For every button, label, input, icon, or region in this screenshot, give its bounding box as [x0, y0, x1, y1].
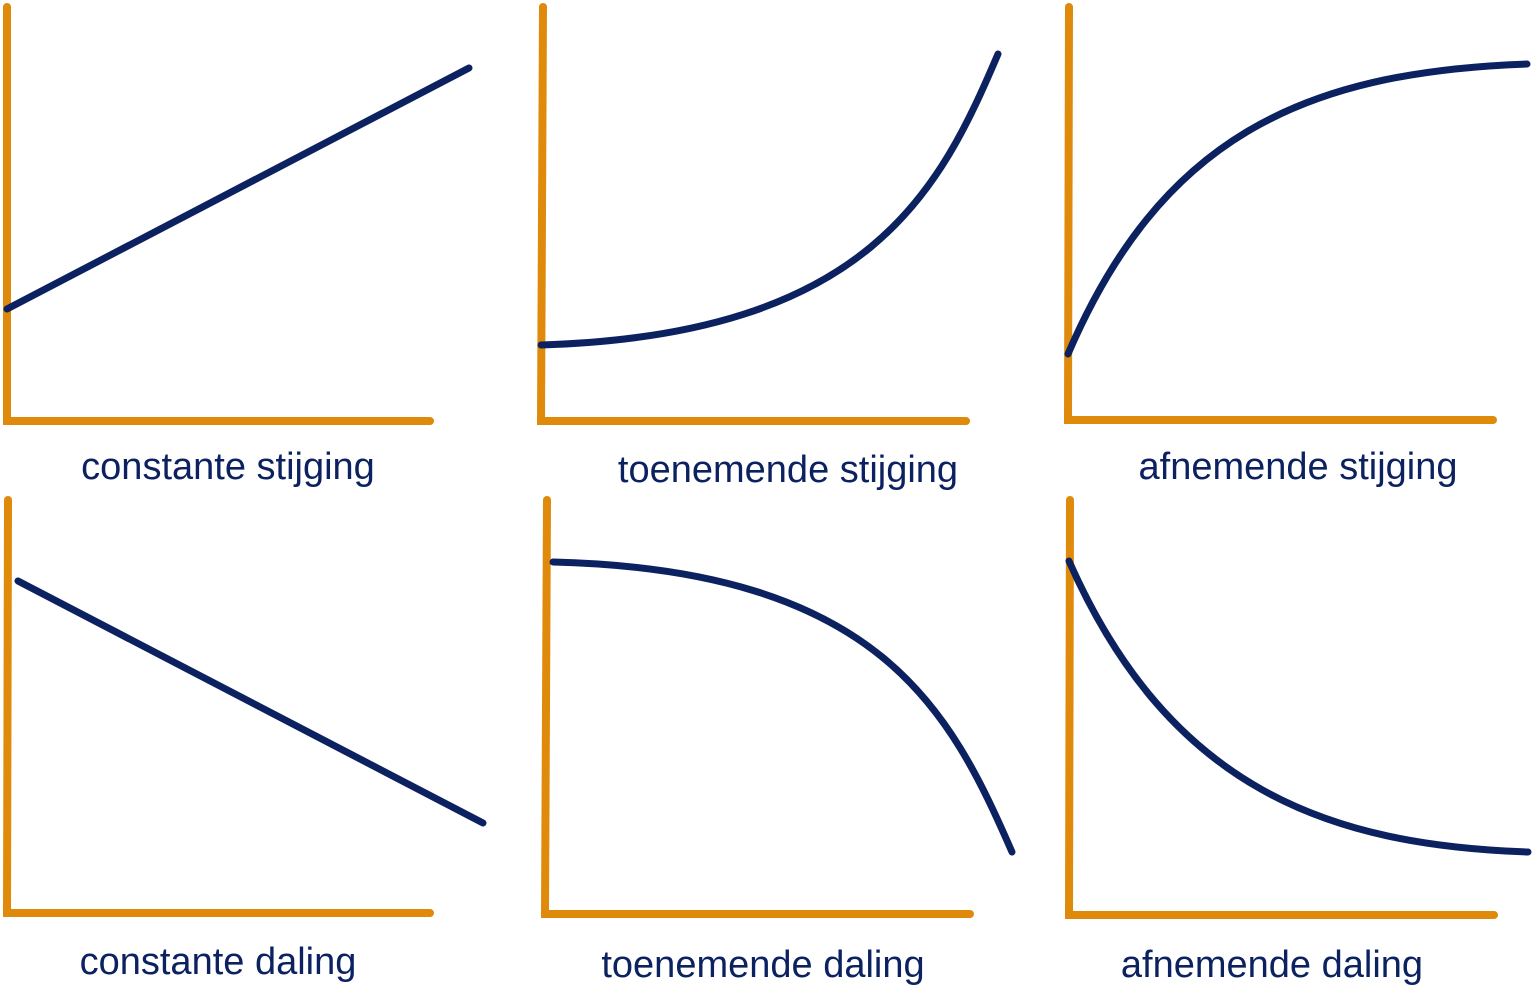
axes	[2, 496, 434, 917]
panel-caption: toenemende stijging	[618, 449, 958, 491]
concave-falling-curve	[549, 558, 1016, 856]
panel-caption: toenemende daling	[601, 944, 924, 986]
axes	[3, 3, 434, 425]
panel-afnemende-daling: afnemende daling	[1064, 496, 1532, 986]
panel-caption: afnemende stijging	[1139, 446, 1458, 488]
convex-falling-curve	[1065, 557, 1532, 856]
axes	[540, 496, 974, 918]
panel-constante-stijging: constante stijging	[3, 3, 473, 488]
panel-caption: afnemende daling	[1121, 944, 1423, 986]
panel-afnemende-stijging: afnemende stijging	[1063, 3, 1531, 488]
linear-rising-curve	[3, 64, 473, 313]
axes	[536, 3, 970, 425]
panel-caption: constante stijging	[81, 446, 375, 488]
linear-falling-curve	[14, 577, 487, 827]
panel-constante-daling: constante daling	[2, 496, 487, 983]
panel-toenemende-daling: toenemende daling	[540, 496, 1016, 986]
axes	[1064, 496, 1498, 919]
concave-rising-curve	[1064, 60, 1531, 358]
convex-rising-curve	[537, 50, 1002, 349]
axes	[1063, 3, 1497, 424]
panel-caption: constante daling	[80, 941, 357, 983]
panel-toenemende-stijging: toenemende stijging	[536, 3, 1002, 491]
